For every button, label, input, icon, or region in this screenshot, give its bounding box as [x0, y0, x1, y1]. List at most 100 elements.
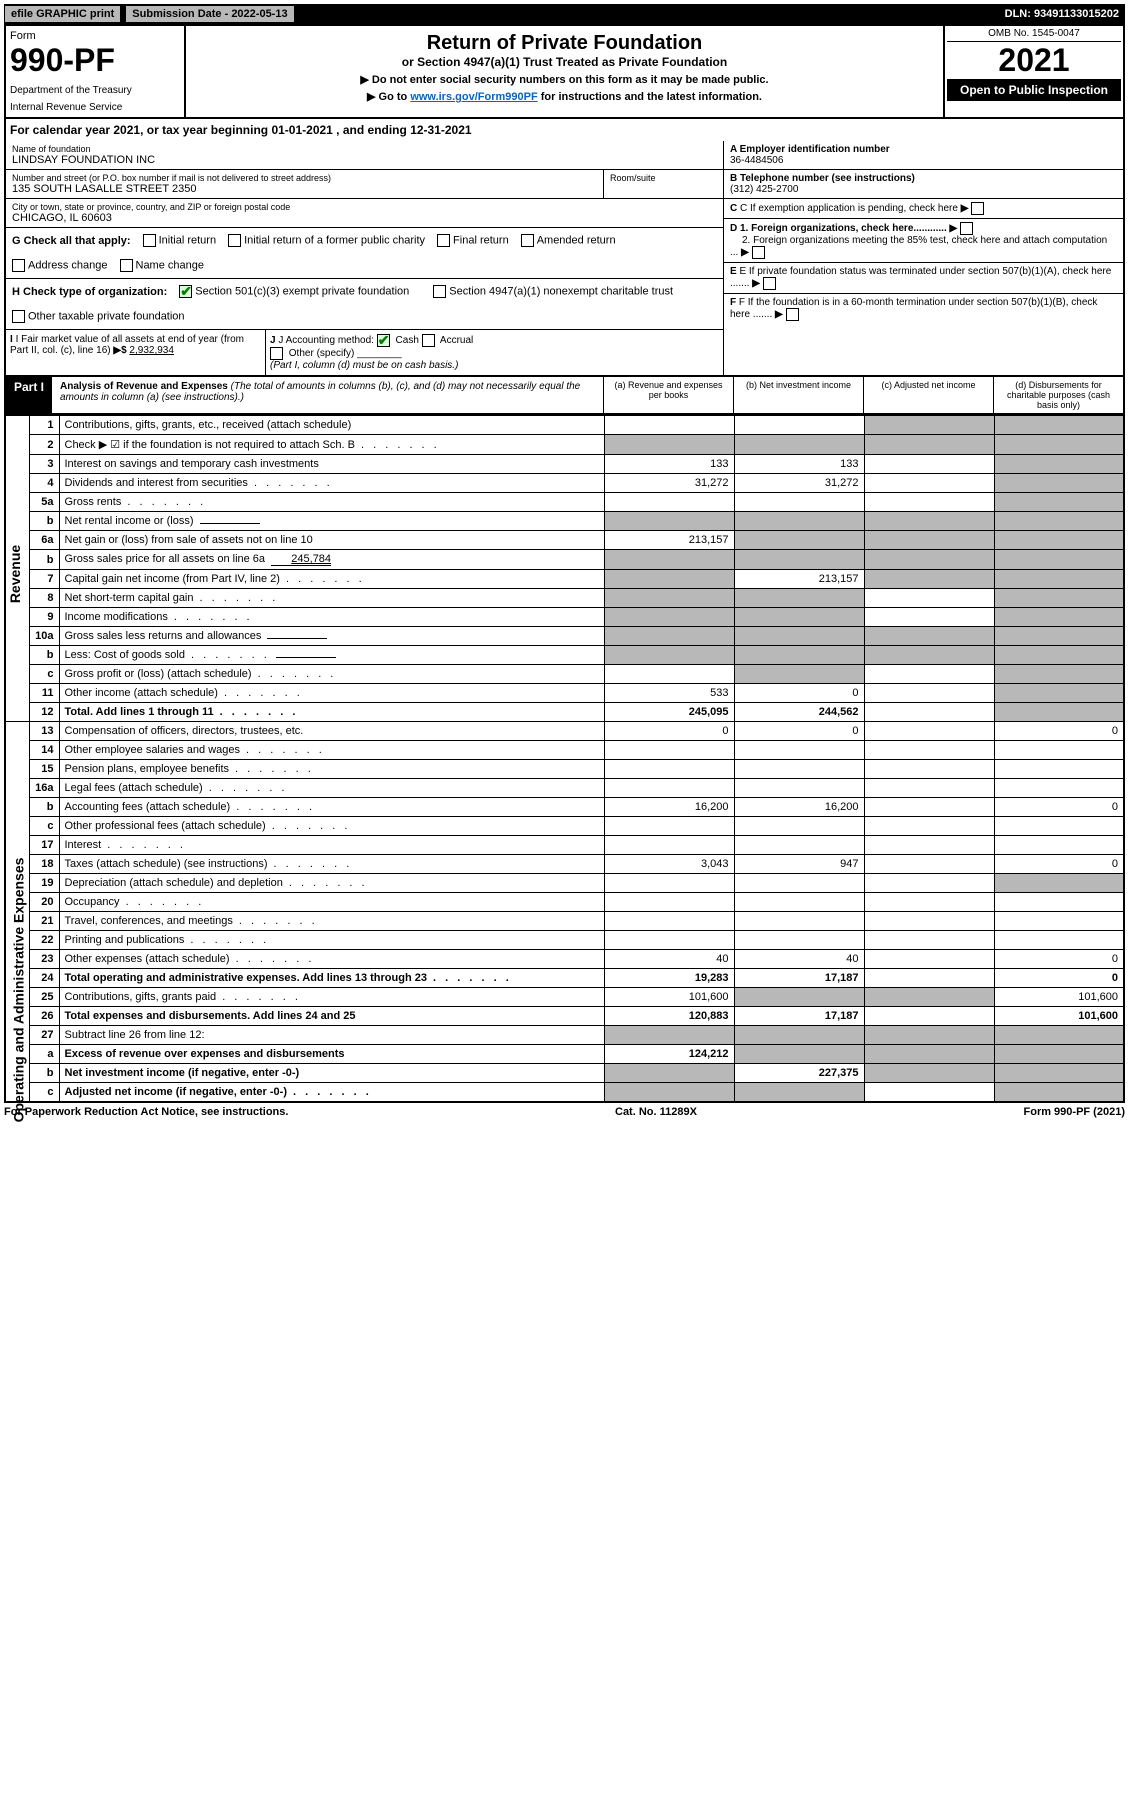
- amount-cell: [864, 988, 994, 1007]
- amount-cell: [864, 570, 994, 589]
- accrual-checkbox[interactable]: [422, 334, 435, 347]
- amount-cell: [864, 817, 994, 836]
- amount-cell: [864, 512, 994, 531]
- line-number: c: [29, 1083, 59, 1103]
- line-description: Gross sales price for all assets on line…: [59, 550, 604, 570]
- h-opt-1: Section 501(c)(3) exempt private foundat…: [195, 285, 409, 297]
- amount-cell: [994, 455, 1124, 474]
- amount-cell: 101,600: [994, 988, 1124, 1007]
- line-description: Gross rents . . . . . . .: [59, 493, 604, 512]
- amount-cell: [864, 969, 994, 988]
- amount-cell: [734, 589, 864, 608]
- amount-cell: 0: [994, 722, 1124, 741]
- 4947-checkbox[interactable]: [433, 285, 446, 298]
- irs-link[interactable]: www.irs.gov/Form990PF: [410, 91, 537, 103]
- line-number: c: [29, 665, 59, 684]
- col-a-header: (a) Revenue and expenses per books: [603, 377, 733, 413]
- g-opt-5: Name change: [136, 259, 205, 271]
- h-opt-2: Section 4947(a)(1) nonexempt charitable …: [449, 285, 673, 297]
- line-number: 7: [29, 570, 59, 589]
- amount-cell: [994, 435, 1124, 455]
- amount-cell: [864, 550, 994, 570]
- line-number: 1: [29, 416, 59, 435]
- omb-number: OMB No. 1545-0047: [947, 28, 1121, 42]
- amount-cell: [994, 665, 1124, 684]
- table-row: 22Printing and publications . . . . . . …: [5, 931, 1124, 950]
- amount-cell: [734, 741, 864, 760]
- initial-return-checkbox[interactable]: [143, 234, 156, 247]
- efile-badge[interactable]: efile GRAPHIC print: [4, 5, 121, 23]
- line-description: Net rental income or (loss): [59, 512, 604, 531]
- cal-year-pre: For calendar year 2021, or tax year begi…: [10, 123, 271, 137]
- j-cell: J J Accounting method: Cash Accrual Othe…: [266, 330, 723, 375]
- name-row: Name of foundation LINDSAY FOUNDATION IN…: [6, 141, 723, 170]
- line-number: b: [29, 512, 59, 531]
- line-number: 20: [29, 893, 59, 912]
- amount-cell: [864, 435, 994, 455]
- amount-cell: 533: [604, 684, 734, 703]
- dept-treasury: Department of the Treasury: [10, 85, 180, 96]
- amount-cell: [864, 741, 994, 760]
- initial-public-checkbox[interactable]: [228, 234, 241, 247]
- line-description: Net investment income (if negative, ente…: [59, 1064, 604, 1083]
- line-description: Accounting fees (attach schedule) . . . …: [59, 798, 604, 817]
- cash-checkbox[interactable]: [377, 334, 390, 347]
- amount-cell: [604, 512, 734, 531]
- amount-cell: [604, 416, 734, 435]
- exemption-pending-checkbox[interactable]: [971, 202, 984, 215]
- amount-cell: 0: [734, 722, 864, 741]
- amount-cell: [734, 836, 864, 855]
- d2-label: 2. Foreign organizations meeting the 85%…: [730, 235, 1107, 258]
- col-d-header: (d) Disbursements for charitable purpose…: [993, 377, 1123, 413]
- table-row: 17Interest . . . . . . .: [5, 836, 1124, 855]
- amount-cell: [734, 1045, 864, 1064]
- amount-cell: [994, 1083, 1124, 1103]
- amount-cell: [604, 741, 734, 760]
- b-label: B Telephone number (see instructions): [730, 173, 915, 184]
- table-row: 18Taxes (attach schedule) (see instructi…: [5, 855, 1124, 874]
- line-number: 19: [29, 874, 59, 893]
- 60month-checkbox[interactable]: [786, 308, 799, 321]
- other-taxable-checkbox[interactable]: [12, 310, 25, 323]
- street-address: 135 SOUTH LASALLE STREET 2350: [12, 183, 597, 195]
- amount-cell: [864, 950, 994, 969]
- tax-year: 2021: [947, 42, 1121, 79]
- name-change-checkbox[interactable]: [120, 259, 133, 272]
- amount-cell: [604, 912, 734, 931]
- table-row: 10aGross sales less returns and allowanc…: [5, 627, 1124, 646]
- amount-cell: [994, 627, 1124, 646]
- line-description: Depreciation (attach schedule) and deple…: [59, 874, 604, 893]
- amount-cell: [604, 550, 734, 570]
- amount-cell: 0: [994, 855, 1124, 874]
- amount-cell: [864, 722, 994, 741]
- amount-cell: [864, 531, 994, 550]
- amount-cell: [734, 893, 864, 912]
- amount-cell: [734, 512, 864, 531]
- line-number: 22: [29, 931, 59, 950]
- amended-return-checkbox[interactable]: [521, 234, 534, 247]
- amount-cell: 133: [604, 455, 734, 474]
- form-header-block: Form 990-PF Department of the Treasury I…: [4, 24, 1125, 119]
- foreign-85pct-checkbox[interactable]: [752, 246, 765, 259]
- amount-cell: 120,883: [604, 1007, 734, 1026]
- room-row: Room/suite: [603, 170, 723, 198]
- status-terminated-checkbox[interactable]: [763, 277, 776, 290]
- instruction-2: ▶ Go to www.irs.gov/Form990PF for instru…: [192, 90, 937, 103]
- entity-info-grid: Name of foundation LINDSAY FOUNDATION IN…: [4, 141, 1125, 377]
- form-number-footer: Form 990-PF (2021): [1024, 1106, 1125, 1118]
- g-opt-1: Initial return of a former public charit…: [244, 234, 425, 246]
- address-change-checkbox[interactable]: [12, 259, 25, 272]
- table-row: 21Travel, conferences, and meetings . . …: [5, 912, 1124, 931]
- i-label: I Fair market value of all assets at end…: [10, 334, 244, 356]
- table-row: 6aNet gain or (loss) from sale of assets…: [5, 531, 1124, 550]
- line-description: Total. Add lines 1 through 11 . . . . . …: [59, 703, 604, 722]
- foreign-org-checkbox[interactable]: [960, 222, 973, 235]
- part1-table: Revenue1Contributions, gifts, grants, et…: [4, 415, 1125, 1103]
- 501c3-checkbox[interactable]: [179, 285, 192, 298]
- paperwork-notice: For Paperwork Reduction Act Notice, see …: [4, 1106, 288, 1118]
- part1-badge: Part I: [6, 377, 52, 413]
- other-method-checkbox[interactable]: [270, 347, 283, 360]
- line-number: c: [29, 817, 59, 836]
- line-number: 14: [29, 741, 59, 760]
- final-return-checkbox[interactable]: [437, 234, 450, 247]
